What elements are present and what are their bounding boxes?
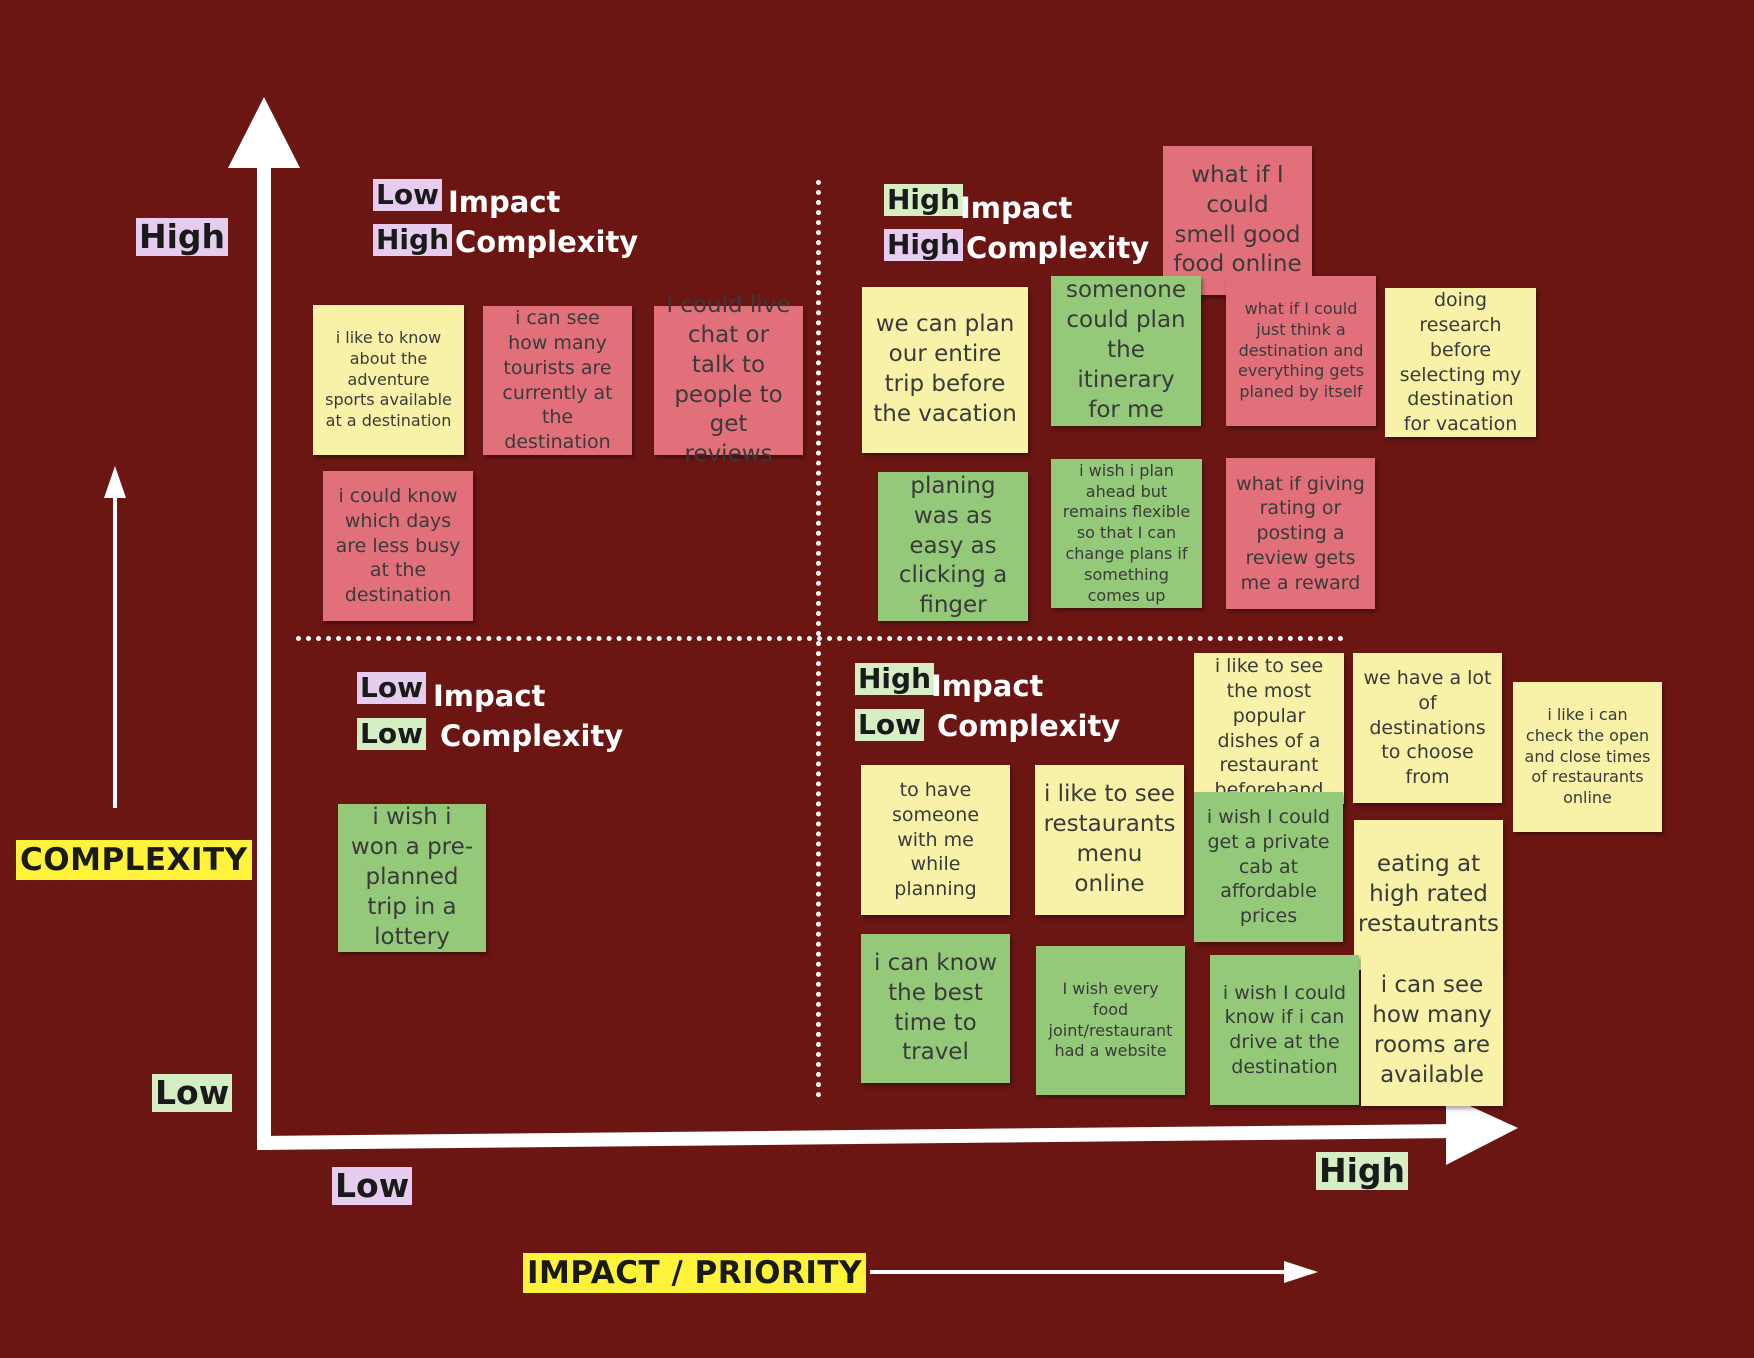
sticky-note[interactable]: i could know which days are less busy at… [323, 471, 473, 621]
sticky-note[interactable]: i wish i plan ahead but remains flexible… [1051, 459, 1202, 608]
complexity-arrowhead [104, 466, 126, 498]
impact-arrowhead [1284, 1261, 1318, 1283]
sticky-note[interactable]: i wish I could know if i can drive at th… [1210, 955, 1359, 1105]
y-axis-arrowhead [228, 97, 300, 168]
impact-level-tag: High [855, 662, 935, 696]
impact-level-tag: Low [373, 178, 442, 212]
complexity-level-tag: High [373, 223, 453, 257]
x-low-label: Low [332, 1167, 413, 1205]
sticky-note[interactable]: we have a lot of destinations to choose … [1353, 653, 1502, 803]
sticky-note[interactable]: we can plan our entire trip before the v… [862, 287, 1028, 453]
x-axis-line [257, 1124, 1458, 1150]
sticky-note[interactable]: i could live chat or talk to people to g… [654, 292, 803, 467]
complexity-label: Complexity [455, 225, 639, 259]
sticky-note[interactable]: i can see how many rooms are available [1361, 956, 1503, 1106]
impact-label: Impact [960, 191, 1073, 225]
sticky-note[interactable]: doing research before selecting my desti… [1385, 288, 1536, 437]
sticky-note[interactable]: to have someone with me while planning [861, 765, 1010, 915]
sticky-note[interactable]: what if I could just think a destination… [1226, 276, 1376, 426]
y-axis-line [257, 160, 271, 1150]
complexity-level-tag: Low [357, 717, 426, 751]
x-axis-arrowhead [1446, 1095, 1518, 1165]
impact-label: Impact [433, 679, 546, 713]
complexity-label: Complexity [966, 231, 1150, 265]
complexity-level-tag: High [884, 228, 964, 262]
y-high-label: High [136, 218, 229, 256]
sticky-note[interactable]: i wish I could get a private cab at affo… [1194, 792, 1343, 942]
sticky-note[interactable]: eating at high rated restautrants [1354, 820, 1503, 970]
sticky-note[interactable]: i like to see the most popular dishes of… [1194, 653, 1344, 804]
sticky-note[interactable]: i like to know about the adventure sport… [313, 305, 464, 455]
sticky-note[interactable]: i wish i won a pre-planned trip in a lot… [338, 804, 486, 952]
complexity-level-tag: Low [855, 708, 924, 742]
y-low-label: Low [152, 1074, 233, 1112]
sticky-note[interactable]: i can see how many tourists are currentl… [483, 306, 632, 455]
y-axis-title: COMPLEXITY [16, 840, 252, 880]
impact-arrow-line [870, 1270, 1290, 1274]
sticky-note[interactable]: planing was as easy as clicking a finger [878, 472, 1028, 621]
impact-level-tag: Low [357, 671, 426, 705]
sticky-note[interactable]: I wish every food joint/restaurant had a… [1036, 946, 1185, 1095]
x-axis-title: IMPACT / PRIORITY [523, 1253, 867, 1293]
impact-label: Impact [931, 669, 1044, 703]
sticky-note[interactable]: what if I could smell good food online [1163, 146, 1312, 295]
sticky-note[interactable]: i can know the best time to travel [861, 934, 1010, 1083]
sticky-note[interactable]: what if giving rating or posting a revie… [1226, 458, 1375, 609]
horizontal-divider [296, 636, 1344, 641]
sticky-note[interactable]: somenone could plan the itinerary for me [1051, 276, 1201, 426]
complexity-arrow-line [113, 490, 117, 808]
complexity-label: Complexity [440, 719, 624, 753]
impact-label: Impact [448, 185, 561, 219]
x-high-label: High [1316, 1152, 1409, 1190]
sticky-note[interactable]: i like i can check the open and close ti… [1513, 682, 1662, 832]
impact-level-tag: High [884, 183, 964, 217]
sticky-note[interactable]: i like to see restaurants menu online [1035, 765, 1184, 915]
complexity-label: Complexity [937, 709, 1121, 743]
